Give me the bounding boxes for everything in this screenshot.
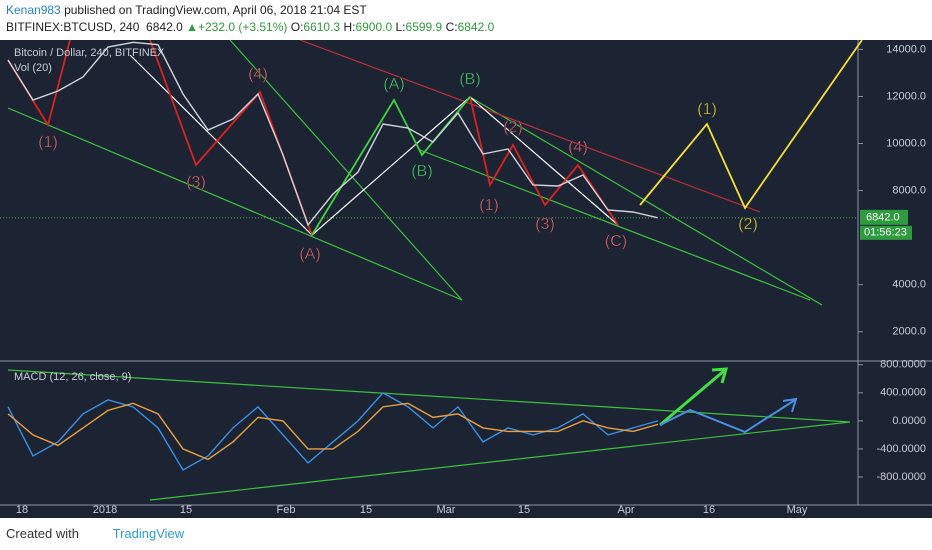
- wave-label: (A): [383, 76, 404, 93]
- y-tick-label: 12000.0: [886, 90, 926, 102]
- published: published on TradingView.com, April 06, …: [64, 3, 367, 17]
- zigzag: [469, 96, 619, 226]
- wave-label: (3): [535, 216, 555, 233]
- arrow-head: [782, 397, 798, 413]
- x-tick-label: 15: [518, 504, 530, 516]
- countdown: 01:56:23: [864, 227, 907, 239]
- x-tick-label: 18: [16, 504, 28, 516]
- trendline: [7, 369, 851, 423]
- change: +232.0 (+3.51%): [197, 20, 288, 34]
- wave-label: (C): [605, 233, 627, 250]
- l-label: L:: [395, 20, 406, 34]
- trendline: [7, 107, 463, 301]
- countdown-box: [860, 225, 912, 240]
- wave-label: (B): [459, 71, 480, 88]
- wave-label: (1): [38, 134, 58, 151]
- y-tick-label: 14000.0: [886, 43, 926, 55]
- pane-title: MACD (12, 26, close, 9): [14, 371, 131, 383]
- wave-label: (B): [411, 163, 432, 180]
- series-line: [7, 402, 659, 461]
- arrow-head: [711, 367, 729, 384]
- zigzag: [129, 54, 619, 236]
- last: 6842.0: [146, 20, 183, 34]
- x-tick-label: Apr: [617, 504, 634, 516]
- wave-label: (2): [503, 119, 523, 136]
- high: 6900.0: [355, 20, 393, 34]
- x-tick-label: Mar: [437, 504, 456, 516]
- header-line: BITFINEX:BTCUSD, 240 6842.0 ▲+232.0 (+3.…: [6, 19, 494, 36]
- y-tick-label: 8000.0: [892, 184, 926, 196]
- low: 6599.9: [405, 20, 443, 34]
- header-line: Kenan983 published on TradingView.com, A…: [6, 2, 494, 19]
- legend: Bitcoin / Dollar, 240, BITFINEX: [14, 47, 165, 59]
- footer: Created with TradingView: [6, 526, 184, 541]
- x-tick-label: May: [787, 504, 808, 516]
- projection: [639, 40, 863, 210]
- arrow: ▲: [186, 20, 198, 34]
- y-tick-label: 0.0000: [892, 415, 926, 427]
- y-tick-label: 4000.0: [892, 279, 926, 291]
- brand: TradingView: [112, 526, 185, 541]
- h-label: H:: [343, 20, 356, 34]
- created: Created with: [6, 526, 79, 541]
- y-tick-label: 2000.0: [892, 326, 926, 338]
- wave-label: (4): [568, 139, 588, 156]
- open: 6610.3: [303, 20, 341, 34]
- close: 6842.0: [457, 20, 495, 34]
- trendline: [299, 40, 761, 213]
- y-tick-label: 400.0000: [880, 387, 926, 399]
- trendline: [229, 40, 463, 301]
- author: Kenan983: [6, 3, 61, 17]
- symbol: BITFINEX:BTCUSD, 240: [6, 20, 140, 34]
- trendline: [419, 149, 811, 301]
- y-tick-label: -400.0000: [876, 443, 926, 455]
- x-tick-label: 2018: [93, 504, 117, 516]
- wave-label: (3): [186, 174, 206, 191]
- y-tick-label: -800.0000: [876, 471, 926, 483]
- x-tick-label: 15: [180, 504, 192, 516]
- y-tick-label: 10000.0: [886, 137, 926, 149]
- trendline: [469, 96, 823, 306]
- wave-label: (1): [479, 197, 499, 214]
- series-line: [7, 391, 659, 471]
- c-label: C:: [445, 20, 458, 34]
- y-tick-label: 800.0000: [880, 359, 926, 371]
- trendline: [149, 421, 851, 501]
- volume-label: Vol (20): [14, 62, 52, 74]
- price-tag: 6842.0: [866, 212, 900, 224]
- arrow: [659, 399, 796, 434]
- background: [0, 40, 932, 518]
- arrow: [659, 368, 726, 427]
- x-tick-label: 16: [703, 504, 715, 516]
- x-tick-label: Feb: [277, 504, 296, 516]
- wave-label: (A): [299, 246, 320, 263]
- o-label: O:: [290, 20, 304, 34]
- x-tick-label: 15: [360, 504, 372, 516]
- price-tag-box: [860, 209, 908, 225]
- wave-label: (1): [697, 101, 717, 118]
- chart: 2000.0 4000.0 8000.0 10000.0 12000.0 14000.0 B…: [0, 40, 932, 518]
- header: Kenan983 published on TradingView.com, A…: [6, 2, 494, 36]
- series-line: [7, 41, 659, 227]
- wave-label: (4): [248, 66, 268, 83]
- wave-label: (2): [738, 216, 758, 233]
